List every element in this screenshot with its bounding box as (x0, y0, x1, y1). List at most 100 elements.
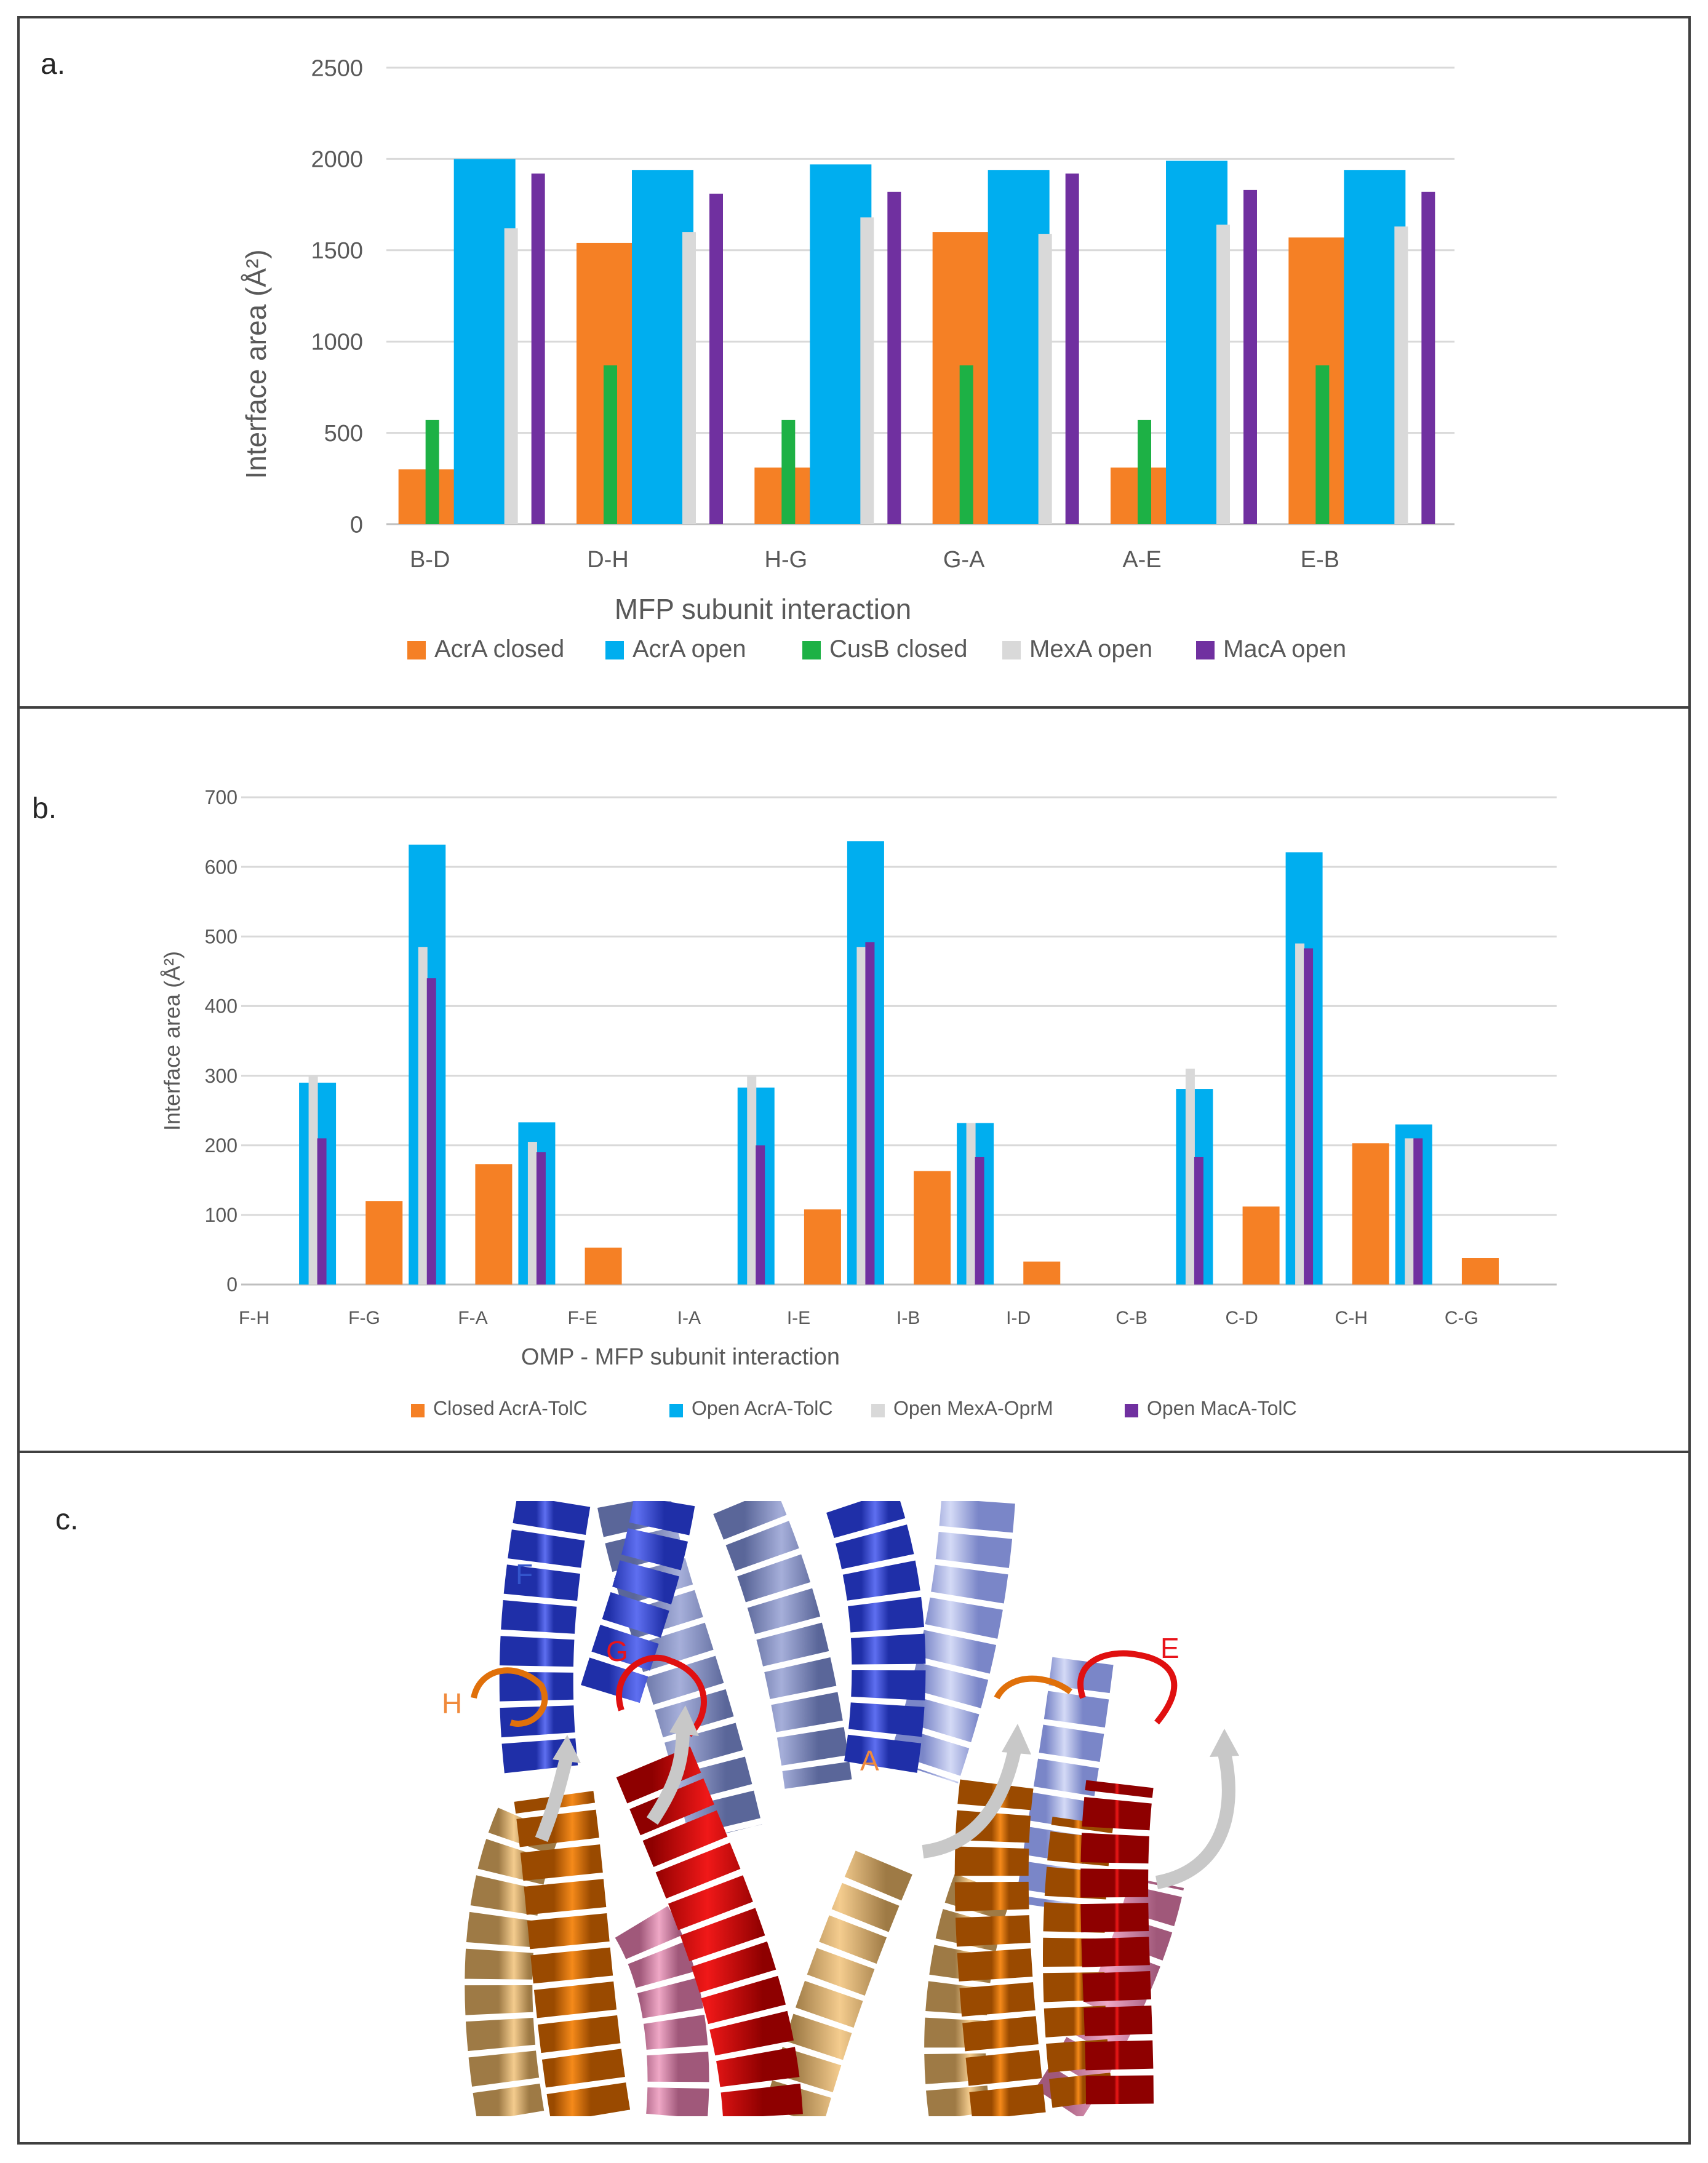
bar-closed-acra-tolc-i-d (1023, 1261, 1061, 1285)
bar-mexa-open-b-d (504, 228, 518, 524)
bar-open-mexa-oprm-i-a (747, 1075, 757, 1285)
movement-arrow-h (535, 1758, 573, 1842)
bar-open-maca-tolc-i-b (975, 1157, 984, 1285)
legend-label-mexa-open: MexA open (1029, 635, 1152, 663)
chain-label-g: G (606, 1635, 628, 1667)
bar-open-maca-tolc-c-b (1194, 1157, 1203, 1285)
chart-a-legend: AcrA closed AcrA open CusB closed MexA open… (407, 635, 1346, 663)
legend-label-acra-closed: AcrA closed (434, 635, 564, 663)
bar-open-mexa-oprm-f-h (308, 1075, 318, 1285)
chart-a-x-axis-label: MFP subunit interaction (615, 593, 911, 625)
legend-swatch-open-mexa-oprm (871, 1404, 885, 1417)
bar-cusb-closed-h-g (781, 420, 796, 524)
x-tick-label-i-d: I-D (1006, 1308, 1031, 1328)
y-tick-label: 400 (205, 995, 237, 1018)
bar-open-maca-tolc-i-a (756, 1145, 765, 1285)
helix-blue-f3 (580, 1501, 695, 1707)
y-tick-label: 1000 (311, 330, 363, 356)
legend-label-open-mexa-oprm: Open MexA-OprM (893, 1397, 1053, 1419)
loop-h (471, 1667, 548, 1727)
chart-a-y-axis-label: Interface area (Å²) (240, 249, 272, 479)
bar-mexa-open-d-h (682, 232, 696, 524)
bar-closed-acra-tolc-i-e (804, 1209, 841, 1285)
y-tick-label: 2500 (311, 55, 363, 81)
y-tick-label: 1500 (311, 238, 363, 264)
x-tick-label-i-e: I-E (787, 1308, 810, 1328)
bar-closed-acra-tolc-f-g (365, 1201, 403, 1285)
panel-b-label: b. (32, 792, 57, 825)
bar-open-mexa-oprm-f-a (527, 1142, 537, 1285)
x-tick-label-d-h: D-H (587, 547, 629, 573)
chart-a-gridlines (386, 66, 1455, 525)
loop-e (1077, 1650, 1178, 1725)
y-tick-label: 0 (350, 512, 363, 538)
x-tick-label-i-a: I-A (677, 1308, 701, 1328)
legend-swatch-closed-acra-tolc (411, 1404, 425, 1417)
x-tick-label-f-h: F-H (239, 1308, 269, 1328)
y-tick-label: 500 (205, 925, 237, 947)
bar-open-maca-tolc-f-g (426, 978, 436, 1285)
x-tick-label-i-b: I-B (896, 1308, 920, 1328)
helix-orange-a2 (1043, 1816, 1114, 2108)
x-tick-label-g-a: G-A (943, 547, 985, 573)
bar-open-mexa-oprm-c-d (1295, 943, 1305, 1285)
panel-c-frame (17, 1451, 1691, 2145)
helix-red-g (615, 1743, 803, 2116)
helix-orange-h (514, 1790, 631, 2116)
x-tick-label-f-a: F-A (458, 1308, 487, 1328)
bar-closed-acra-tolc-c-d (1242, 1206, 1280, 1285)
chart-b-x-ticks: F-H F-G F-A F-E I-A I-E I-B I-D C-B C-D C-H C-G (239, 1308, 1479, 1328)
loop-g (616, 1654, 707, 1737)
chart-b: b. 0 100 200 300 400 500 600 700 F-H F-G F-A F-E I-… (32, 786, 1557, 1419)
x-tick-label-a-e: A-E (1122, 547, 1161, 573)
chart-a-y-ticks: 0 500 1000 1500 2000 2500 (311, 55, 363, 538)
movement-arrow-g (646, 1728, 690, 1825)
bar-cusb-closed-g-a (959, 365, 973, 524)
bar-closed-acra-tolc-i-b (914, 1171, 951, 1285)
helix-wheat-2 (764, 1846, 914, 2116)
panel-a-label: a. (41, 48, 65, 81)
movement-arrow-e (1155, 1751, 1235, 1889)
bar-cusb-closed-b-d (425, 420, 439, 524)
movement-arrow-a (922, 1745, 1022, 1858)
chart-b-bars (299, 841, 1499, 1285)
helix-blue-f1 (499, 1501, 591, 1776)
structure-illustration: c. (55, 1501, 1251, 2116)
y-tick-label: 200 (205, 1134, 237, 1157)
bar-cusb-closed-a-e (1138, 420, 1151, 524)
x-tick-label-f-g: F-G (348, 1308, 380, 1328)
bar-closed-acra-tolc-c-h (1352, 1143, 1389, 1285)
legend-swatch-mexa-open (1002, 641, 1021, 659)
chart-b-gridlines (241, 796, 1557, 1286)
bar-open-maca-tolc-i-e (865, 942, 875, 1285)
x-tick-label-f-e: F-E (568, 1308, 597, 1328)
bar-cusb-closed-e-b (1315, 365, 1330, 524)
legend-label-closed-acra-tolc: Closed AcrA-TolC (433, 1397, 588, 1419)
legend-swatch-open-maca-tolc (1125, 1404, 1138, 1417)
chain-label-h: H (442, 1687, 462, 1719)
bar-closed-acra-tolc-c-g (1461, 1258, 1499, 1285)
x-tick-label-c-b: C-B (1115, 1308, 1147, 1328)
helix-slate-2 (713, 1501, 852, 1789)
legend-swatch-maca-open (1196, 641, 1215, 659)
bar-closed-acra-tolc-f-a (475, 1164, 513, 1285)
bar-mexa-open-a-e (1216, 225, 1230, 524)
bar-cusb-closed-d-h (604, 365, 617, 524)
legend-label-acra-open: AcrA open (633, 635, 746, 663)
bar-open-maca-tolc-c-h (1413, 1138, 1423, 1285)
loop-a (994, 1675, 1072, 1700)
legend-label-open-acra-tolc: Open AcrA-TolC (692, 1397, 832, 1419)
bar-maca-open-a-e (1243, 189, 1257, 525)
legend-label-maca-open: MacA open (1223, 635, 1346, 663)
y-tick-label: 300 (205, 1065, 237, 1087)
bar-maca-open-d-h (709, 193, 723, 524)
chart-b-y-axis-label: Interface area (Å²) (159, 951, 185, 1131)
y-tick-label: 600 (205, 856, 237, 878)
bar-open-mexa-oprm-c-h (1405, 1138, 1415, 1285)
y-tick-label: 700 (205, 786, 237, 808)
helix-blue-f2 (826, 1501, 926, 1778)
y-tick-label: 2000 (311, 147, 363, 173)
bar-mexa-open-e-b (1394, 226, 1408, 524)
bar-open-maca-tolc-f-a (536, 1152, 546, 1285)
